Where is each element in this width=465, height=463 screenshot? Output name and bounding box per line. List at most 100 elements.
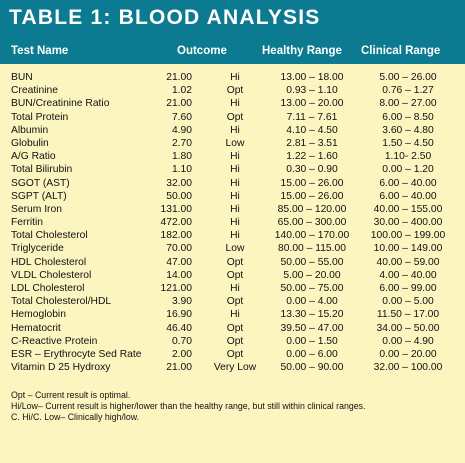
healthy-range-cell: 13.00 – 20.00 (280, 98, 344, 110)
result-flag-cell: Opt (226, 335, 244, 347)
table-row: SGPT (ALT) 50.00 Hi 15.00 – 26.00 6.00 – 40.… (0, 190, 465, 203)
table-row: Hematocrit 46.40 Opt 39.50 – 47.00 34.00 – 5… (0, 322, 465, 335)
test-name-cell: BUN (11, 72, 33, 83)
table-row: Triglyceride 70.00 Low 80.00 – 115.00 10.00 … (0, 242, 465, 255)
header-healthy-range: Healthy Range (262, 45, 342, 57)
table-row: Total Protein 7.60 Opt 7.11 – 7.61 6.00 – 8.… (0, 111, 465, 124)
table-row: Total Cholesterol 182.00 Hi 140.00 – 170.00… (0, 229, 465, 242)
healthy-range-cell: 0.00 – 1.50 (286, 335, 338, 347)
test-name-cell: Total Cholesterol (11, 230, 88, 242)
result-flag-cell: Hi (230, 190, 240, 202)
result-value-cell: 2.70 (171, 137, 192, 149)
table-row: Hemoglobin 16.90 Hi 13.30 – 15.20 11.50 – 17… (0, 308, 465, 321)
result-flag-cell: Very Low (213, 362, 257, 374)
test-name-cell: Triglyceride (11, 243, 64, 255)
table-row: A/G Ratio 1.80 Hi 1.22 – 1.60 1.10- 2.50 (0, 150, 465, 163)
result-value-cell: 47.00 (166, 256, 192, 268)
clinical-range-cell: 0.00 – 1.20 (382, 164, 434, 176)
table-row: Vitamin D 25 Hydroxy 21.00 Very Low 50.00 –… (0, 361, 465, 374)
result-flag-cell: Opt (226, 296, 244, 308)
table-row: Ferritin 472.00 Hi 65.00 – 300.00 30.00 – 40… (0, 216, 465, 229)
table-row: HDL Cholesterol 47.00 Opt 50.00 – 55.00 40.0… (0, 256, 465, 269)
healthy-range-cell: 13.30 – 15.20 (280, 309, 344, 321)
result-value-cell: 472.00 (160, 217, 193, 229)
result-flag-cell: Opt (226, 85, 244, 97)
clinical-range-cell: 40.00 – 155.00 (373, 203, 443, 215)
table-row: Globulin 2.70 Low 2.81 – 3.51 1.50 – 4.50 (0, 137, 465, 150)
healthy-range-cell: 2.81 – 3.51 (286, 137, 338, 149)
clinical-range-cell: 0.00 – 4.90 (382, 335, 434, 347)
test-name-cell: Creatinine (11, 85, 58, 97)
result-flag-cell: Low (225, 137, 245, 149)
clinical-range-cell: 11.50 – 17.00 (376, 309, 440, 321)
clinical-range-cell: 0.76 – 1.27 (382, 85, 434, 97)
clinical-range-cell: 10.00 – 149.00 (373, 243, 443, 255)
result-flag-cell: Opt (226, 348, 244, 360)
healthy-range-cell: 13.00 – 18.00 (280, 72, 344, 83)
table-row: Total Cholesterol/HDL 3.90 Opt 0.00 – 4.00 0… (0, 295, 465, 308)
test-name-cell: C-Reactive Protein (11, 335, 98, 347)
result-flag-cell: Hi (230, 151, 240, 163)
healthy-range-cell: 39.50 – 47.00 (280, 322, 344, 334)
result-value-cell: 46.40 (166, 322, 192, 334)
healthy-range-cell: 50.00 – 90.00 (280, 362, 344, 374)
test-name-cell: SGOT (AST) (11, 177, 70, 189)
header-outcome: Outcome (177, 45, 227, 57)
clinical-range-cell: 0.00 – 5.00 (382, 296, 434, 308)
result-value-cell: 121.00 (160, 283, 193, 294)
result-value-cell: 14.00 (166, 269, 192, 281)
test-name-cell: Ferritin (11, 217, 44, 229)
result-value-cell: 7.60 (171, 111, 192, 123)
test-name-cell: Globulin (11, 137, 49, 149)
table-row: Albumin 4.90 Hi 4.10 – 4.50 3.60 – 4.80 (0, 124, 465, 137)
table-row: BUN 21.00 Hi 13.00 – 18.00 5.00 – 26.00 (0, 71, 465, 84)
table-row: Serum Iron 131.00 Hi 85.00 – 120.00 40.00 – … (0, 203, 465, 216)
table-title: TABLE 1: BLOOD ANALYSIS (9, 6, 321, 29)
footnotes: Opt – Current result is optimal. Hi/Low–… (11, 390, 366, 424)
result-value-cell: 1.10 (171, 164, 192, 176)
clinical-range-cell: 6.00 – 8.50 (382, 111, 434, 123)
result-flag-cell: Hi (230, 283, 240, 294)
result-flag-cell: Hi (230, 203, 240, 215)
clinical-range-cell: 30.00 – 400.00 (373, 217, 443, 229)
test-name-cell: ESR – Erythrocyte Sed Rate (11, 348, 142, 360)
result-value-cell: 4.90 (171, 124, 192, 136)
table-row: ESR – Erythrocyte Sed Rate 2.00 Opt 0.00 – … (0, 348, 465, 361)
table-row: C-Reactive Protein 0.70 Opt 0.00 – 1.50 0.00… (0, 335, 465, 348)
clinical-range-cell: 40.00 – 59.00 (376, 256, 440, 268)
footnote-clinical: C. Hi/C. Low– Clinically high/low. (11, 412, 140, 423)
result-value-cell: 0.70 (171, 335, 192, 347)
clinical-range-cell: 6.00 – 40.00 (379, 190, 437, 202)
header-clinical-range: Clinical Range (361, 45, 441, 57)
result-flag-cell: Hi (230, 177, 240, 189)
test-name-cell: Total Cholesterol/HDL (11, 296, 112, 308)
table-row: SGOT (AST) 32.00 Hi 15.00 – 26.00 6.00 – 40.… (0, 177, 465, 190)
test-name-cell: VLDL Cholesterol (11, 269, 92, 281)
result-value-cell: 32.00 (166, 177, 192, 189)
test-name-cell: Total Protein (11, 111, 69, 123)
result-value-cell: 131.00 (160, 203, 193, 215)
result-flag-cell: Hi (230, 230, 240, 242)
result-flag-cell: Hi (230, 98, 240, 110)
result-flag-cell: Hi (230, 124, 240, 136)
test-name-cell: Total Bilirubin (11, 164, 73, 176)
header-test-name: Test Name (11, 45, 69, 57)
table-row: BUN/Creatinine Ratio 21.00 Hi 13.00 – 20.00… (0, 97, 465, 110)
healthy-range-cell: 1.22 – 1.60 (286, 151, 338, 163)
table-rows: BUN 21.00 Hi 13.00 – 18.00 5.00 – 26.00 Creat… (0, 71, 465, 374)
clinical-range-cell: 1.10- 2.50 (384, 151, 432, 163)
healthy-range-cell: 65.00 – 300.00 (277, 217, 347, 229)
result-value-cell: 1.80 (171, 151, 192, 163)
healthy-range-cell: 4.10 – 4.50 (286, 124, 338, 136)
healthy-range-cell: 0.93 – 1.10 (286, 85, 338, 97)
result-value-cell: 21.00 (166, 362, 192, 374)
footnote-opt: Opt – Current result is optimal. (11, 390, 131, 400)
healthy-range-cell: 0.00 – 6.00 (286, 348, 338, 360)
result-flag-cell: Opt (226, 111, 244, 123)
healthy-range-cell: 15.00 – 26.00 (280, 177, 344, 189)
table-body-panel: BUN 21.00 Hi 13.00 – 18.00 5.00 – 26.00 Creat… (0, 64, 465, 463)
test-name-cell: Hematocrit (11, 322, 61, 334)
clinical-range-cell: 6.00 – 40.00 (379, 177, 437, 189)
clinical-range-cell: 0.00 – 20.00 (379, 348, 437, 360)
clinical-range-cell: 6.00 – 99.00 (379, 283, 437, 294)
